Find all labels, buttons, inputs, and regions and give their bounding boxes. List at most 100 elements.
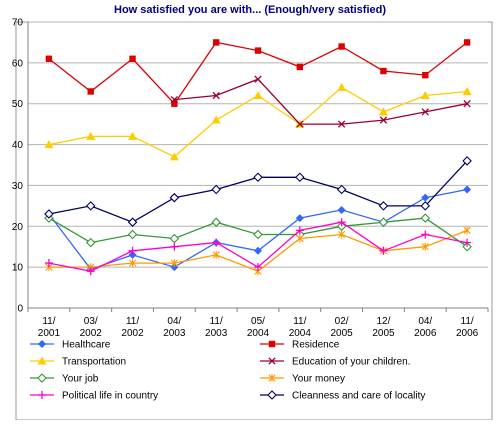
x-tick-label: 11/2001 <box>38 316 61 339</box>
data-point-cleanness-and-care-of-locality <box>85 201 96 211</box>
data-point-residence <box>45 55 53 62</box>
data-point-cleanness-and-care-of-locality <box>462 156 472 166</box>
data-point-transportation <box>169 152 179 161</box>
y-tick-label: 70 <box>12 18 24 29</box>
legend-label: Cleanness and care of locality <box>292 391 425 402</box>
data-point-education-of-your-children <box>296 120 304 128</box>
data-point-healthcare <box>254 246 262 255</box>
data-point-residence <box>254 47 262 54</box>
y-tick-label: 40 <box>12 140 24 151</box>
data-point-healthcare <box>128 250 137 259</box>
y-tick-label: 30 <box>12 181 24 192</box>
data-point-cleanness-and-care-of-locality <box>420 201 431 211</box>
x-tick-label: 11/2002 <box>121 316 144 339</box>
x-tick-label: 05/2004 <box>247 316 270 339</box>
series-residence <box>45 39 471 107</box>
data-point-education-of-your-children <box>421 108 429 116</box>
data-point-residence <box>129 55 136 62</box>
data-point-your-job <box>420 213 431 223</box>
data-point-political-life-in-country <box>86 267 95 276</box>
x-tick-label: 11/2006 <box>456 316 479 339</box>
data-point-cleanness-and-care-of-locality <box>253 172 263 183</box>
data-point-transportation <box>337 82 347 91</box>
legend-item: Your job <box>30 373 99 385</box>
legend-marker <box>38 340 46 348</box>
legend-label: Healthcare <box>62 340 111 351</box>
data-point-political-life-in-country <box>379 246 388 255</box>
legend-marker <box>268 357 276 365</box>
data-point-cleanness-and-care-of-locality <box>336 184 347 195</box>
y-tick-label: 50 <box>12 99 24 110</box>
legend-label: Education of your children. <box>292 357 410 368</box>
data-point-your-job <box>378 217 389 227</box>
legend-marker <box>268 374 276 382</box>
data-point-transportation <box>378 107 388 116</box>
x-tick-label: 03/2002 <box>80 316 103 339</box>
legend-item: Cleanness and care of locality <box>260 390 425 402</box>
data-point-your-money <box>421 242 429 251</box>
data-point-education-of-your-children <box>379 116 388 124</box>
series-your-money <box>45 226 471 276</box>
series-line-cleanness-and-care-of-locality <box>48 160 468 223</box>
data-point-your-money <box>463 226 471 235</box>
legend-item: Healthcare <box>30 340 111 351</box>
series-political-life-in-country <box>44 218 472 276</box>
data-point-cleanness-and-care-of-locality <box>378 201 389 211</box>
legend: Healthcare Residence Transportation Educati… <box>30 340 425 402</box>
data-point-your-job <box>211 217 221 227</box>
data-point-healthcare <box>421 193 430 202</box>
data-point-healthcare <box>337 205 346 214</box>
legend-label: Your job <box>62 374 99 385</box>
series-layer <box>44 39 472 276</box>
data-point-your-money <box>128 259 137 268</box>
legend-marker <box>37 356 47 365</box>
x-tick-label: 02/2005 <box>331 316 354 339</box>
data-point-education-of-your-children <box>337 120 346 128</box>
data-point-healthcare <box>463 185 472 194</box>
legend-item: Residence <box>260 340 340 351</box>
data-point-your-money <box>170 259 178 268</box>
data-point-political-life-in-country <box>421 230 430 239</box>
x-tick-label: 11/2004 <box>289 316 312 339</box>
series-cleanness-and-care-of-locality <box>44 156 472 227</box>
legend-item: Transportation <box>30 356 126 368</box>
data-point-political-life-in-country <box>337 218 346 227</box>
data-point-your-job <box>253 229 263 240</box>
data-point-political-life-in-country <box>44 259 53 268</box>
data-point-your-job <box>127 229 138 240</box>
data-point-cleanness-and-care-of-locality <box>295 172 305 183</box>
legend-item: Education of your children. <box>260 357 410 368</box>
series-education-of-your-children <box>170 75 471 128</box>
data-point-your-job <box>462 241 472 252</box>
data-point-residence <box>296 63 304 71</box>
data-point-residence <box>171 100 178 107</box>
legend-label: Political life in country <box>62 391 158 402</box>
data-point-political-life-in-country <box>463 238 472 247</box>
series-transportation <box>44 82 472 161</box>
data-point-transportation <box>462 86 472 95</box>
legend-marker <box>37 373 47 383</box>
x-tick-label: 04/2003 <box>163 316 186 339</box>
y-tick-label: 0 <box>17 304 23 315</box>
data-point-education-of-your-children <box>254 75 262 83</box>
data-point-cleanness-and-care-of-locality <box>44 209 54 219</box>
x-tick-label: 04/2006 <box>414 316 437 339</box>
legend-marker <box>268 340 276 348</box>
data-point-residence <box>422 71 429 79</box>
data-point-cleanness-and-care-of-locality <box>211 184 221 195</box>
data-point-your-money <box>338 230 346 239</box>
legend-item: Political life in country <box>30 391 158 402</box>
data-point-your-money <box>212 250 220 259</box>
chart-title: How satisfied you are with... (Enough/ve… <box>114 4 386 16</box>
y-tick-label: 10 <box>12 263 24 274</box>
data-point-residence <box>380 67 387 75</box>
data-point-transportation <box>44 140 54 149</box>
data-point-political-life-in-country <box>254 263 262 272</box>
legend-label: Your money <box>292 374 345 385</box>
data-point-cleanness-and-care-of-locality <box>127 217 138 227</box>
data-point-your-job <box>85 237 96 248</box>
axes: 0 10 20 30 40 50 60 70 11/2001 03/2002 11/2002 04/2… <box>12 18 489 339</box>
legend-item: Your money <box>260 374 345 385</box>
y-tick-label: 60 <box>12 58 24 69</box>
data-point-healthcare <box>295 214 304 223</box>
